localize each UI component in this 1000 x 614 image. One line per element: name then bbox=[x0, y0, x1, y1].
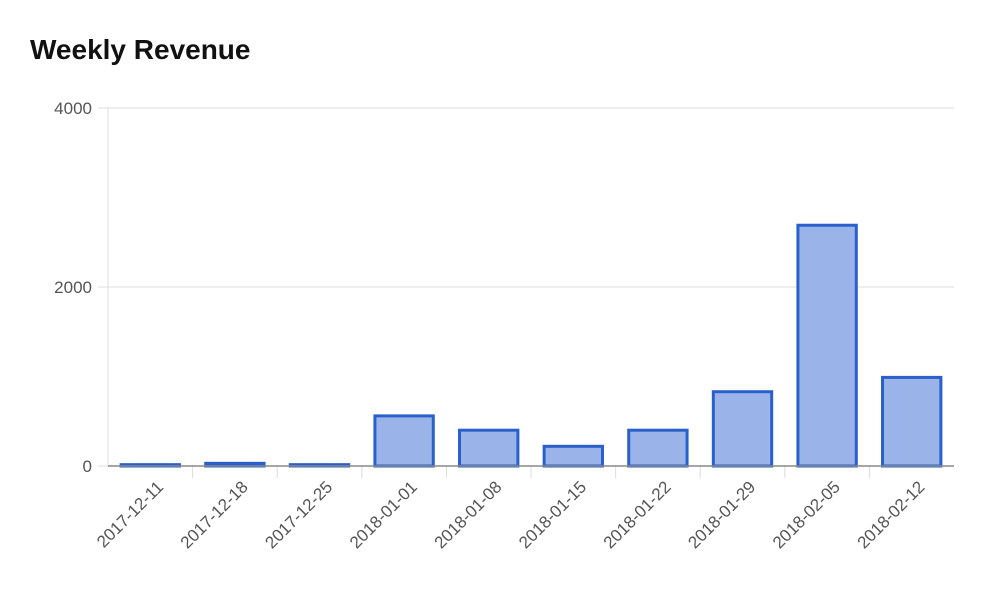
x-tick-label: 2017-12-11 bbox=[93, 477, 167, 551]
x-tick-label: 2018-01-08 bbox=[431, 477, 506, 552]
bar-2018-01-15 bbox=[542, 444, 604, 468]
chart-title: Weekly Revenue bbox=[30, 34, 251, 65]
bars bbox=[119, 223, 943, 468]
x-tick-label: 2018-02-12 bbox=[854, 477, 929, 552]
bar-2018-01-01 bbox=[373, 414, 435, 468]
x-tick-label: 2018-01-15 bbox=[515, 477, 590, 552]
bar-2018-02-05 bbox=[796, 223, 858, 468]
bar-2018-02-12 bbox=[881, 375, 943, 468]
axes bbox=[107, 108, 954, 467]
bar-2018-01-29 bbox=[711, 390, 774, 468]
y-tick-label: 2000 bbox=[54, 278, 92, 297]
x-tick-label: 2017-12-18 bbox=[177, 477, 252, 552]
x-tick-label: 2018-01-01 bbox=[346, 477, 421, 552]
x-tick-label: 2018-01-29 bbox=[684, 477, 759, 552]
bar-2018-01-22 bbox=[627, 428, 689, 468]
x-tick-label: 2018-01-22 bbox=[600, 477, 675, 552]
y-tick-labels: 0 2000 4000 bbox=[54, 99, 92, 476]
y-tick-label: 4000 bbox=[54, 99, 92, 118]
bar-2018-01-08 bbox=[458, 428, 520, 468]
y-tick-label: 0 bbox=[83, 457, 92, 476]
x-tick-label: 2017-12-25 bbox=[261, 477, 336, 552]
x-tick-label: 2018-02-05 bbox=[769, 477, 844, 552]
x-tick-labels: 2017-12-11 2017-12-18 2017-12-25 2018-01-01… bbox=[93, 477, 928, 552]
